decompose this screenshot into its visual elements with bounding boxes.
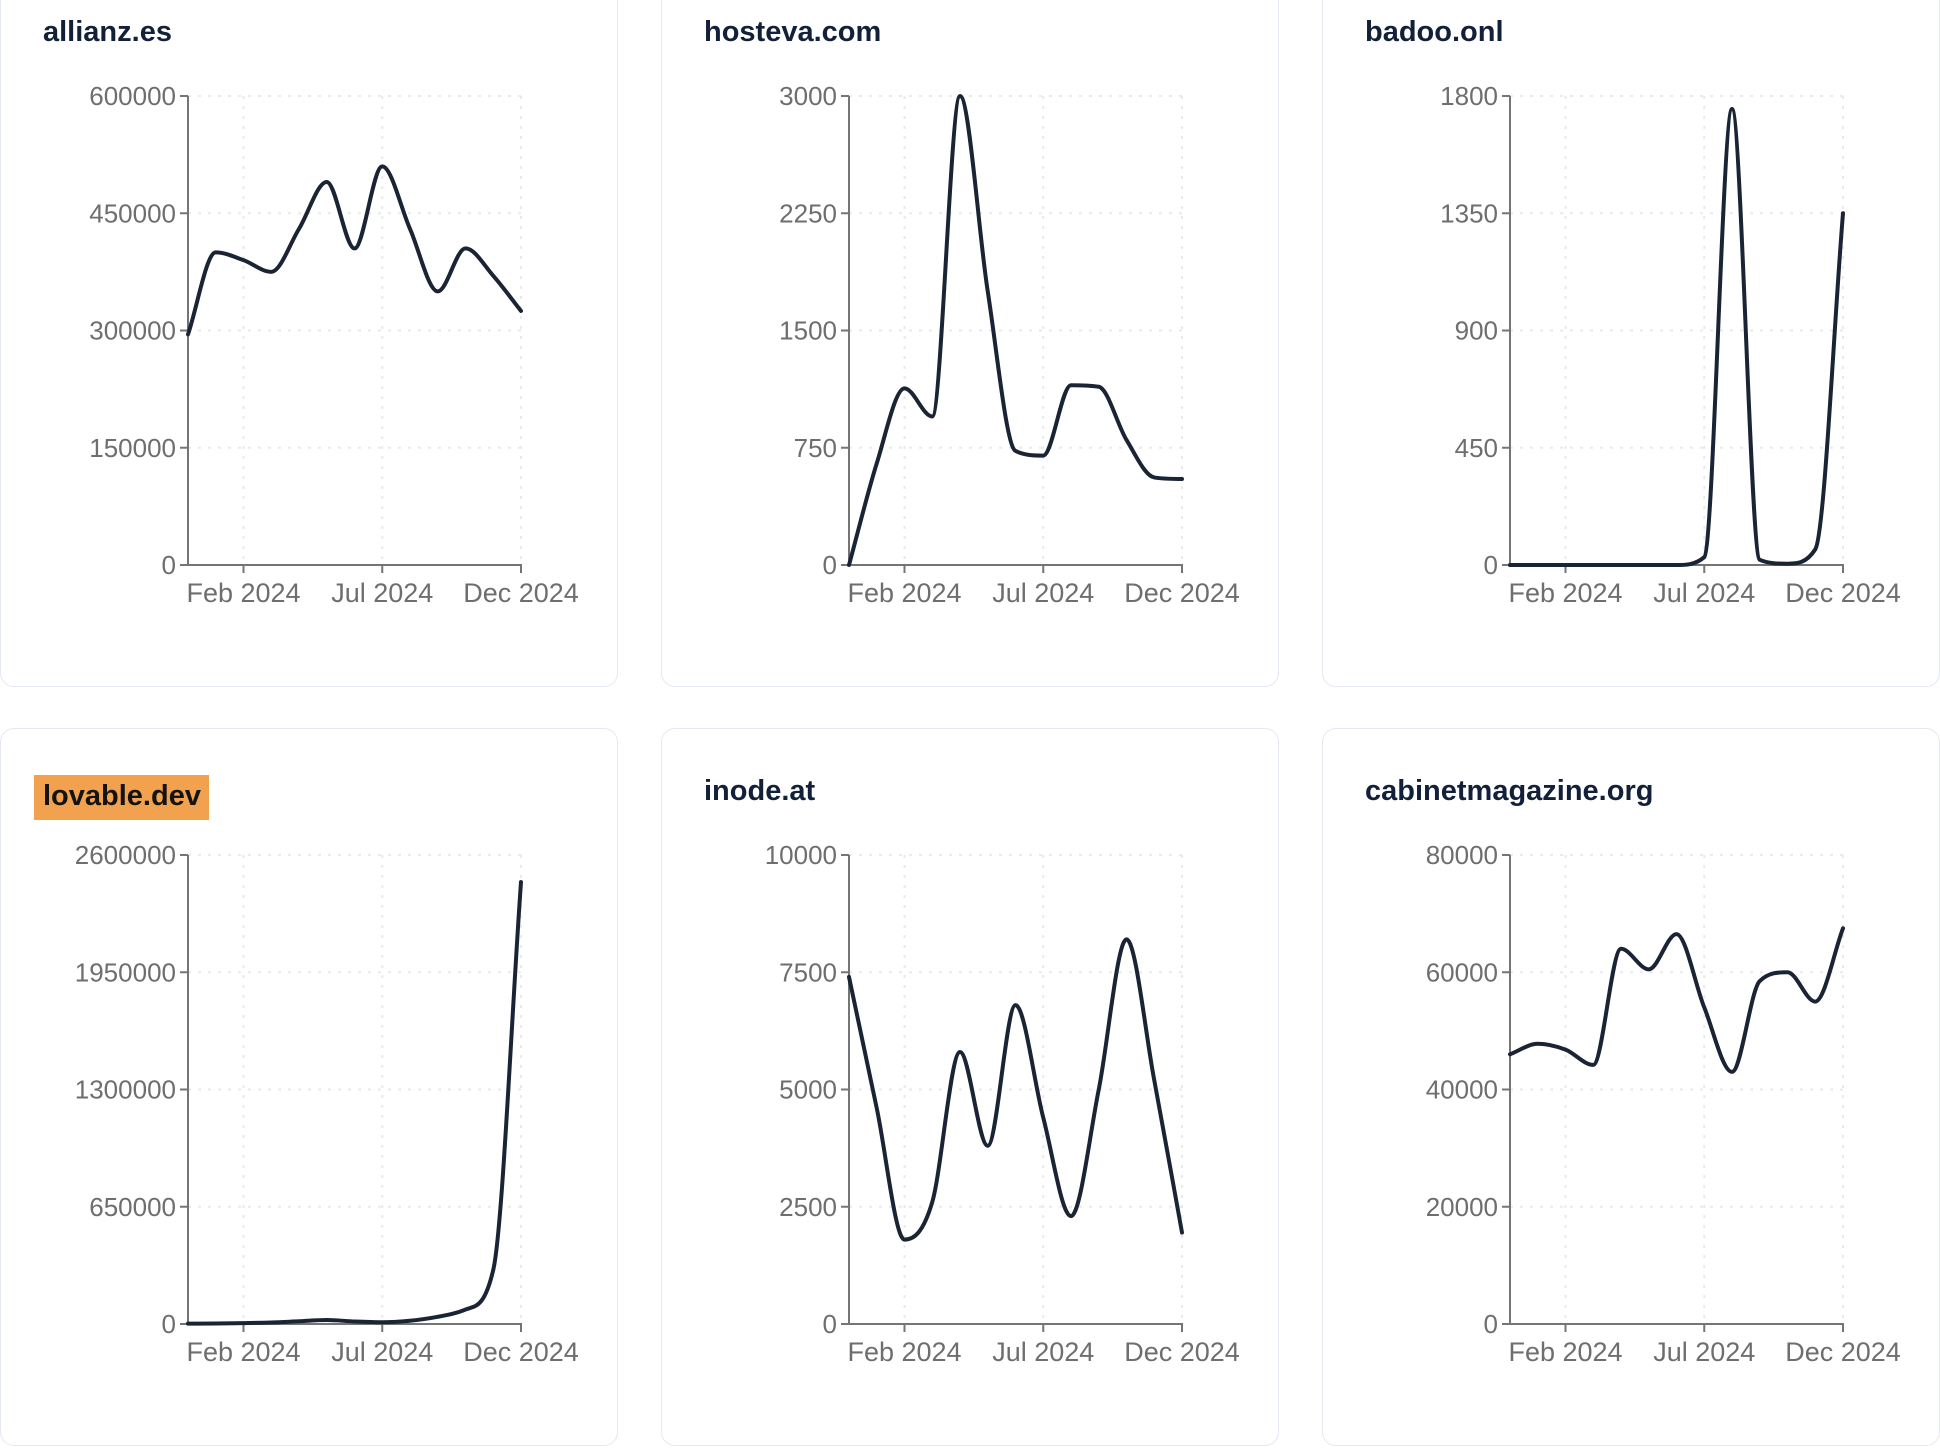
svg-text:2250: 2250 (779, 198, 837, 228)
chart-card-hosteva-com: hosteva.com 0 750 1500 2250 3000 Feb 2024 Jul … (661, 0, 1279, 687)
svg-text:450: 450 (1455, 433, 1498, 463)
svg-text:10000: 10000 (765, 840, 837, 870)
svg-text:80000: 80000 (1426, 840, 1498, 870)
chart-title-text: hosteva.com (704, 16, 882, 48)
svg-text:40000: 40000 (1426, 1075, 1498, 1105)
chart-title: cabinetmagazine.org (1365, 775, 1653, 808)
chart-title-text: badoo.onl (1365, 16, 1504, 48)
chart-card-inode-at: inode.at 0 2500 5000 7500 10000 Feb 2024 Jul 2… (661, 728, 1279, 1446)
svg-text:1350: 1350 (1440, 198, 1498, 228)
chart-title: hosteva.com (704, 16, 881, 49)
svg-text:Feb 2024: Feb 2024 (1508, 578, 1622, 608)
svg-text:900: 900 (1455, 316, 1498, 346)
svg-text:Feb 2024: Feb 2024 (186, 1337, 300, 1367)
chart-card-badoo-onl: badoo.onl 0 450 900 1350 1800 Feb 2024 Jul 202… (1322, 0, 1940, 687)
svg-text:1300000: 1300000 (75, 1075, 176, 1105)
svg-text:60000: 60000 (1426, 957, 1498, 987)
svg-text:0: 0 (162, 550, 176, 580)
chart-title-text: allianz.es (43, 16, 172, 48)
svg-text:Feb 2024: Feb 2024 (847, 578, 961, 608)
line-chart: 0 650000 1300000 1950000 2600000 Feb 2024 Jul … (75, 840, 579, 1367)
chart-title: lovable.dev (34, 775, 209, 821)
chart-card-cabinetmagazine-org: cabinetmagazine.org 0 20000 40000 60000 8000… (1322, 728, 1940, 1446)
chart-card-allianz-es: allianz.es 0 150000 300000 450000 600000 Feb … (0, 0, 618, 687)
line-chart: 0 750 1500 2250 3000 Feb 2024 Jul 2024 Dec 2024 (779, 81, 1240, 608)
svg-text:Jul 2024: Jul 2024 (992, 1337, 1094, 1367)
svg-text:Feb 2024: Feb 2024 (186, 578, 300, 608)
svg-text:20000: 20000 (1426, 1192, 1498, 1222)
chart-title: badoo.onl (1365, 16, 1504, 49)
svg-text:Dec 2024: Dec 2024 (1785, 1337, 1901, 1367)
chart-title: allianz.es (43, 16, 172, 49)
svg-text:1950000: 1950000 (75, 957, 176, 987)
svg-text:Feb 2024: Feb 2024 (847, 1337, 961, 1367)
chart-title: inode.at (704, 775, 815, 808)
svg-text:3000: 3000 (779, 81, 837, 111)
svg-text:2600000: 2600000 (75, 840, 176, 870)
svg-text:750: 750 (794, 433, 837, 463)
svg-text:Dec 2024: Dec 2024 (1124, 578, 1240, 608)
svg-text:150000: 150000 (89, 433, 176, 463)
svg-text:Feb 2024: Feb 2024 (1508, 1337, 1622, 1367)
svg-text:2500: 2500 (779, 1192, 837, 1222)
chart-title-text: lovable.dev (34, 775, 209, 821)
svg-text:5000: 5000 (779, 1075, 837, 1105)
chart-card-lovable-dev: lovable.dev 0 650000 1300000 1950000 2600000… (0, 728, 618, 1446)
line-chart: 0 450 900 1350 1800 Feb 2024 Jul 2024 Dec 2024 (1440, 81, 1901, 608)
svg-text:0: 0 (1484, 1309, 1498, 1339)
svg-text:1500: 1500 (779, 316, 837, 346)
chart-title-text: inode.at (704, 775, 816, 807)
svg-text:0: 0 (823, 1309, 837, 1339)
svg-text:Dec 2024: Dec 2024 (463, 578, 579, 608)
svg-text:1800: 1800 (1440, 81, 1498, 111)
svg-text:7500: 7500 (779, 957, 837, 987)
line-chart: 0 2500 5000 7500 10000 Feb 2024 Jul 2024 Dec 20… (765, 840, 1240, 1367)
svg-text:600000: 600000 (89, 81, 176, 111)
chart-title-text: cabinetmagazine.org (1365, 775, 1654, 807)
line-chart: 0 150000 300000 450000 600000 Feb 2024 Jul 202… (89, 81, 579, 608)
svg-text:300000: 300000 (89, 316, 176, 346)
line-chart: 0 20000 40000 60000 80000 Feb 2024 Jul 2024 Dec… (1426, 840, 1901, 1367)
svg-text:Jul 2024: Jul 2024 (1653, 578, 1755, 608)
svg-text:0: 0 (823, 550, 837, 580)
svg-text:Jul 2024: Jul 2024 (1653, 1337, 1755, 1367)
svg-text:Jul 2024: Jul 2024 (331, 578, 433, 608)
svg-text:Dec 2024: Dec 2024 (1124, 1337, 1240, 1367)
svg-text:Dec 2024: Dec 2024 (1785, 578, 1901, 608)
svg-text:Dec 2024: Dec 2024 (463, 1337, 579, 1367)
svg-text:Jul 2024: Jul 2024 (331, 1337, 433, 1367)
svg-text:0: 0 (162, 1309, 176, 1339)
svg-text:450000: 450000 (89, 198, 176, 228)
svg-text:0: 0 (1484, 550, 1498, 580)
svg-text:650000: 650000 (89, 1192, 176, 1222)
svg-text:Jul 2024: Jul 2024 (992, 578, 1094, 608)
